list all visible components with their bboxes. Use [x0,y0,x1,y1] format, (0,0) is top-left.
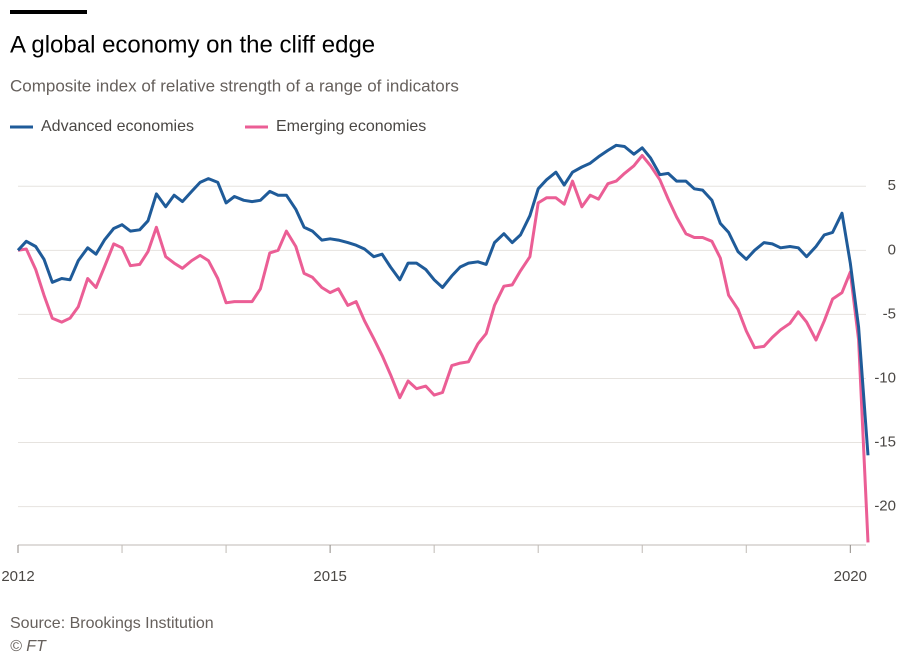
y-tick-label: 0 [888,241,896,258]
source: Source: Brookings Institution [10,615,214,632]
legend-label: Advanced economies [41,118,194,135]
chart-title: A global economy on the cliff edge [10,31,375,58]
title-bar [10,10,87,14]
y-tick-label: -5 [883,305,896,322]
chart-subtitle: Composite index of relative strength of … [10,76,459,95]
y-tick-label: -10 [874,369,896,386]
credit: © FT [10,638,47,655]
series-line [17,154,870,543]
legend-label: Emerging economies [276,118,426,135]
x-tick-label: 2015 [313,568,346,585]
x-tick-label: 2012 [1,568,34,585]
y-tick-label: -15 [874,433,896,450]
y-tick-label: -20 [874,498,896,515]
series-line [16,143,870,456]
x-tick-label: 2020 [834,568,867,585]
y-tick-label: 5 [888,177,896,194]
